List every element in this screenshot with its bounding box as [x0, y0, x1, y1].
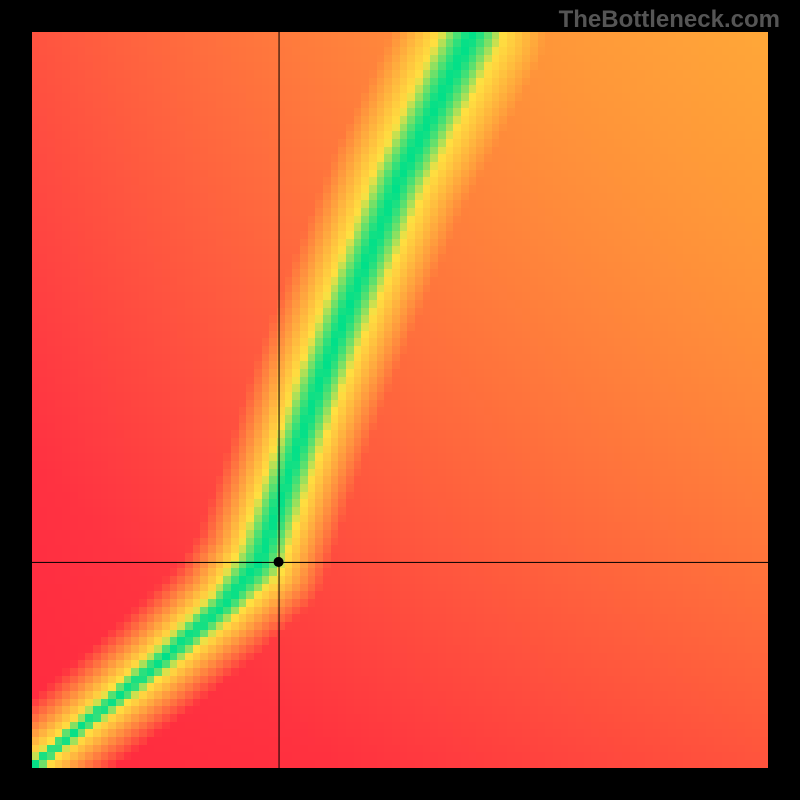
watermark-text: TheBottleneck.com — [559, 6, 780, 34]
heatmap-canvas — [32, 32, 768, 768]
chart-container: TheBottleneck.com — [0, 0, 800, 800]
